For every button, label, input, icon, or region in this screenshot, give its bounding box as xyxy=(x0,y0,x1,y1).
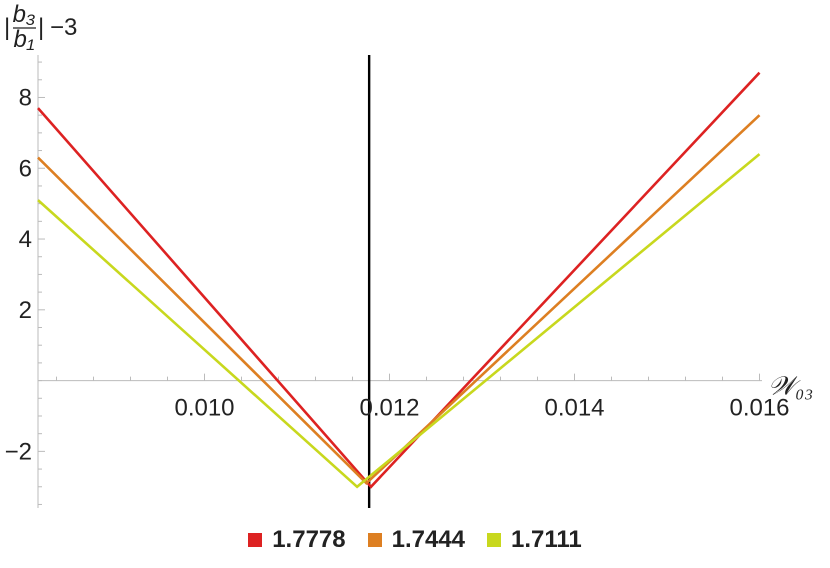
y-title-suffix: −3 xyxy=(50,14,77,41)
x-tick-label: 0.016 xyxy=(729,395,789,422)
y-title-denominator: b₁ xyxy=(14,26,35,53)
series-layer xyxy=(37,71,761,489)
series-line-3 xyxy=(37,153,761,489)
x-axis-title: 𝒲₀₃ xyxy=(768,372,813,401)
legend-swatch-1 xyxy=(248,533,263,547)
legend-label-3: 1.7111 xyxy=(511,526,582,553)
x-tick-label: 0.014 xyxy=(544,395,604,422)
legend-item-3: 1.7111 xyxy=(487,526,582,554)
x-tick-label: 0.010 xyxy=(174,395,234,422)
y-tick-label: −2 xyxy=(5,438,32,465)
axes xyxy=(37,55,762,508)
y-tick-label: 2 xyxy=(19,297,32,324)
legend-label-1: 1.7778 xyxy=(272,526,346,553)
legend-swatch-3 xyxy=(487,533,502,547)
legend-item-1: 1.7778 xyxy=(248,526,346,554)
y-tick-label: 4 xyxy=(19,226,32,253)
series-line-1 xyxy=(37,71,761,489)
x-tick-label: 0.012 xyxy=(359,395,419,422)
legend-label-2: 1.7444 xyxy=(391,526,466,553)
y-title-bar-right: | xyxy=(38,14,44,41)
y-tick-label: 8 xyxy=(19,84,32,111)
legend-item-2: 1.7444 xyxy=(367,526,466,554)
series-line-2 xyxy=(37,114,761,486)
legend: 1.7778 1.7444 1.7111 xyxy=(0,526,830,554)
y-tick-label: 6 xyxy=(19,155,32,182)
y-title-numerator: b₃ xyxy=(13,1,36,28)
y-title-bar-left: | xyxy=(4,14,10,41)
legend-swatch-2 xyxy=(367,533,382,547)
